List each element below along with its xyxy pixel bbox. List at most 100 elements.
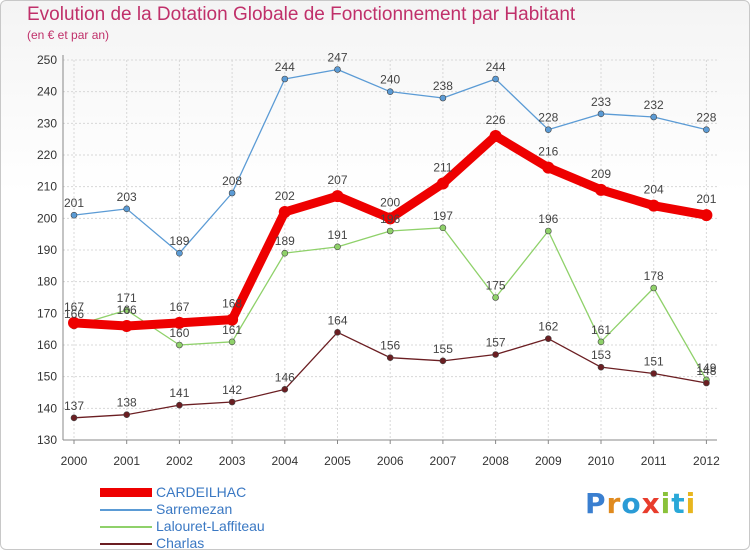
- data-point-charlas: [70, 414, 78, 422]
- data-point-charlas: [334, 329, 341, 336]
- data-label-lalouret-laffiteau: 196: [380, 212, 400, 226]
- legend-label: Charlas: [156, 535, 205, 551]
- data-point-charlas: [228, 398, 236, 406]
- series-lines: [68, 66, 713, 422]
- data-point-sarremezan: [439, 94, 447, 102]
- y-tick-label: 200: [37, 211, 57, 225]
- logo-letter: t: [671, 487, 686, 520]
- y-tick-label: 180: [37, 275, 57, 289]
- data-label-sarremezan: 232: [644, 98, 664, 112]
- legend-label: Sarremezan: [156, 501, 233, 517]
- data-labels: 201 203 189 208 244 247 240 238 244 228 233 232 228 1…: [64, 51, 717, 413]
- data-label-sarremezan: 201: [64, 196, 84, 210]
- x-tick-label: 2010: [588, 454, 615, 468]
- data-point-sarremezan: [703, 126, 710, 133]
- data-point-charlas: [123, 411, 130, 418]
- data-label-sarremezan: 244: [486, 60, 506, 74]
- data-label-sarremezan: 238: [433, 79, 453, 93]
- data-label-sarremezan: 247: [327, 51, 347, 65]
- x-tick-label: 2004: [271, 454, 298, 468]
- data-label-cardeilhac: 207: [327, 173, 347, 187]
- data-label-cardeilhac: 167: [169, 300, 189, 314]
- data-label-cardeilhac: 168: [222, 297, 242, 311]
- logo-letter: P: [585, 487, 607, 520]
- data-point-lalouret-laffiteau: [544, 227, 552, 235]
- data-point-charlas: [544, 335, 552, 342]
- data-label-sarremezan: 228: [696, 111, 716, 125]
- data-label-charlas: 141: [169, 386, 189, 400]
- x-tick-label: 2011: [641, 454, 667, 468]
- x-tick-label: 2008: [482, 454, 509, 468]
- data-label-cardeilhac: 211: [433, 161, 452, 175]
- data-label-charlas: 155: [433, 342, 453, 356]
- grid-lines: [63, 59, 717, 441]
- data-label-charlas: 151: [644, 355, 664, 369]
- legend-swatch: [100, 526, 152, 528]
- data-label-cardeilhac: 167: [64, 300, 84, 314]
- y-tick-label: 160: [37, 338, 57, 352]
- data-point-sarremezan: [228, 189, 236, 197]
- data-point-lalouret-laffiteau: [386, 227, 394, 235]
- axes: 130 140 150 160 170 180 190 200 210 220 230 240 250 2…: [37, 53, 720, 468]
- data-label-charlas: 146: [275, 370, 295, 384]
- legend-swatch: [100, 543, 152, 545]
- data-point-charlas: [281, 386, 289, 393]
- data-point-cardeilhac: [173, 316, 186, 329]
- data-label-sarremezan: 203: [117, 190, 137, 204]
- data-label-lalouret-laffiteau: 197: [433, 209, 453, 223]
- x-tick-label: 2000: [61, 454, 88, 468]
- data-label-lalouret-laffiteau: 171: [117, 291, 137, 305]
- data-label-charlas: 137: [64, 399, 84, 413]
- x-tick-label: 2001: [113, 454, 140, 468]
- data-label-cardeilhac: 200: [380, 195, 400, 209]
- proxiti-logo: Proxiti: [585, 487, 696, 520]
- data-label-lalouret-laffiteau: 189: [275, 234, 295, 248]
- data-label-charlas: 138: [117, 396, 137, 410]
- data-point-sarremezan: [544, 126, 552, 133]
- data-point-lalouret-laffiteau: [597, 338, 605, 346]
- data-point-charlas: [439, 357, 447, 365]
- y-tick-label: 220: [37, 148, 57, 162]
- logo-letter: o: [621, 487, 642, 520]
- chart-subtitle: (en € et par an): [27, 28, 110, 42]
- data-point-sarremezan: [123, 205, 130, 213]
- data-point-cardeilhac: [331, 190, 344, 203]
- data-label-lalouret-laffiteau: 166: [64, 307, 84, 321]
- data-label-charlas: 156: [380, 339, 400, 353]
- data-point-lalouret-laffiteau: [492, 294, 499, 301]
- data-label-lalouret-laffiteau: 149: [696, 361, 716, 375]
- data-point-cardeilhac: [384, 212, 397, 225]
- data-label-cardeilhac: 202: [275, 189, 295, 203]
- data-label-lalouret-laffiteau: 175: [486, 279, 506, 293]
- data-point-sarremezan: [386, 88, 394, 95]
- y-tick-label: 130: [37, 433, 57, 447]
- data-label-sarremezan: 244: [275, 60, 295, 74]
- x-tick-label: 2005: [324, 454, 351, 468]
- data-label-cardeilhac: 166: [117, 303, 137, 317]
- data-point-lalouret-laffiteau: [228, 338, 236, 346]
- logo-letter: r: [606, 487, 622, 520]
- data-point-cardeilhac: [700, 209, 713, 222]
- data-point-charlas: [176, 401, 183, 409]
- data-label-lalouret-laffiteau: 191: [327, 228, 347, 242]
- x-tick-label: 2012: [693, 454, 720, 468]
- data-label-sarremezan: 189: [169, 234, 189, 248]
- y-tick-label: 240: [37, 85, 57, 99]
- y-tick-label: 140: [37, 401, 57, 415]
- data-point-charlas: [703, 379, 710, 387]
- data-label-sarremezan: 228: [538, 111, 558, 125]
- y-tick-label: 230: [37, 116, 57, 130]
- logo-letter: x: [641, 487, 661, 520]
- data-label-charlas: 148: [696, 364, 716, 378]
- y-tick-label: 210: [37, 180, 57, 194]
- data-label-lalouret-laffiteau: 161: [591, 323, 611, 337]
- data-point-sarremezan: [176, 249, 183, 257]
- data-point-cardeilhac: [542, 161, 555, 174]
- legend-label: Lalouret-Laffiteau: [156, 518, 265, 534]
- data-label-cardeilhac: 209: [591, 167, 611, 181]
- data-point-sarremezan: [70, 211, 78, 219]
- data-label-lalouret-laffiteau: 161: [222, 323, 242, 337]
- data-point-cardeilhac: [68, 316, 80, 329]
- data-label-charlas: 162: [538, 320, 558, 334]
